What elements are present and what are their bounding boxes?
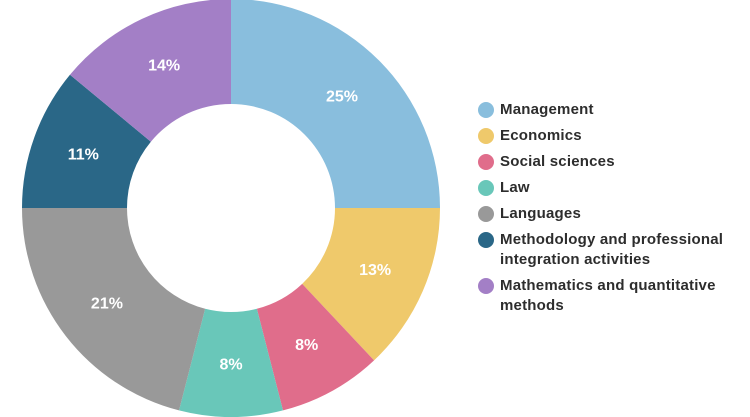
donut-chart: 25% 13% 8% 8% 21% 11% 14%: [22, 0, 440, 417]
slice-value-label-7: 14%: [148, 57, 180, 74]
legend-label: Mathematics and quantitative methods: [500, 277, 716, 314]
legend-item: Law: [478, 178, 746, 198]
legend: Management Economics Social sciences Law Lan…: [478, 100, 746, 322]
slice-value-label-1: 25%: [326, 88, 358, 105]
legend-item: Methodology and professional integration…: [478, 230, 746, 270]
donut-slice-4: [179, 308, 283, 417]
legend-swatch: [478, 154, 494, 170]
donut-slice-7: [69, 0, 231, 142]
legend-swatch: [478, 102, 494, 118]
legend-item: Languages: [478, 204, 746, 224]
slice-value-label-5: 21%: [91, 296, 123, 313]
legend-label: Social sciences: [500, 153, 615, 170]
legend-swatch: [478, 232, 494, 248]
slice-labels: 25% 13% 8% 8% 21% 11% 14%: [68, 57, 391, 373]
donut-slice-3: [256, 283, 375, 411]
legend-swatch: [478, 128, 494, 144]
slice-value-label-6: 11%: [68, 146, 99, 163]
legend-item: Social sciences: [478, 152, 746, 172]
legend-item: Economics: [478, 126, 746, 146]
legend-swatch: [478, 278, 494, 294]
legend-swatch: [478, 206, 494, 222]
legend-item: Management: [478, 100, 746, 120]
donut-slice-5: [22, 208, 206, 411]
legend-label: Economics: [500, 127, 582, 144]
legend-item: Mathematics and quantitative methods: [478, 276, 746, 316]
donut-slices: [22, 0, 440, 417]
donut-slice-1: [231, 0, 440, 208]
slice-value-label-3: 8%: [295, 337, 318, 354]
slice-value-label-4: 8%: [219, 357, 242, 374]
legend-label: Law: [500, 179, 530, 196]
legend-swatch: [478, 180, 494, 196]
donut-slice-6: [22, 74, 151, 209]
legend-label: Methodology and professional integration…: [500, 231, 724, 268]
legend-label: Languages: [500, 205, 581, 222]
legend-label: Management: [500, 101, 594, 118]
donut-slice-2: [302, 208, 440, 361]
slice-value-label-2: 13%: [359, 262, 391, 279]
